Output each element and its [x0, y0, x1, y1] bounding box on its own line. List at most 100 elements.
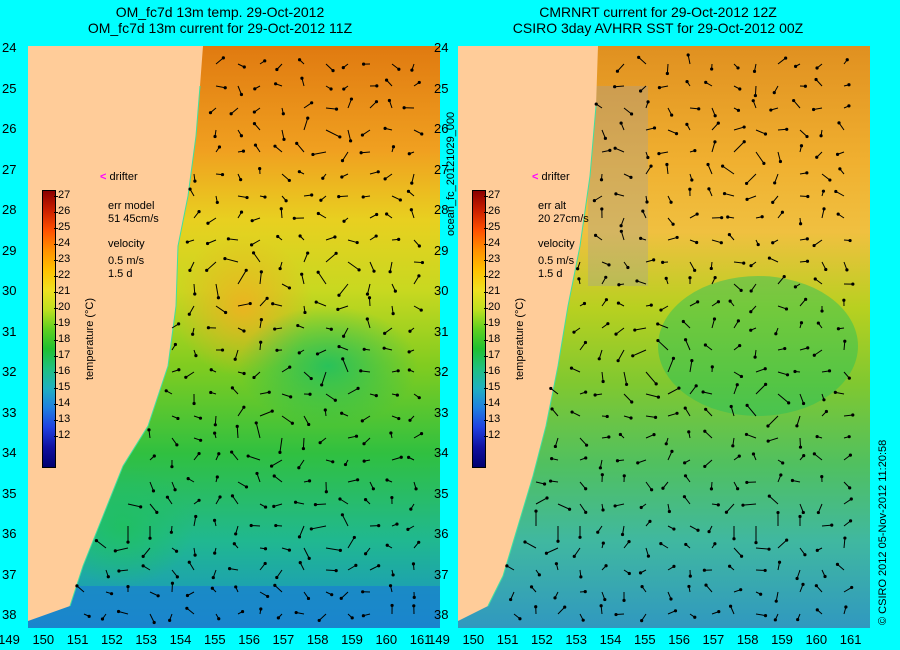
current-vector-head: [342, 87, 346, 91]
current-vector-head: [320, 383, 324, 387]
current-vector-head: [613, 85, 617, 89]
latitude-label: 27: [434, 161, 449, 177]
current-vector-head: [798, 445, 803, 449]
current-vector-head: [784, 56, 788, 60]
current-vector-head: [306, 116, 310, 120]
colorbar-tick-label: 21: [483, 285, 501, 297]
current-vector: [768, 495, 779, 505]
current-vector-head: [824, 409, 829, 414]
current-vector-head: [395, 393, 399, 397]
current-vector-head: [843, 339, 847, 343]
current-vector-head: [600, 207, 604, 211]
current-vector: [704, 430, 713, 439]
current-vector-head: [779, 473, 783, 477]
current-vector-head: [616, 301, 621, 305]
longitude-label: 154: [599, 632, 622, 647]
current-vector-head: [316, 211, 320, 216]
current-vector-head: [365, 292, 370, 296]
current-vector: [347, 129, 352, 141]
current-vector-head: [629, 175, 633, 179]
colorbar-tick-label: 26: [483, 205, 501, 217]
current-vector-head: [250, 219, 254, 223]
current-vector-head: [648, 519, 652, 523]
longitude-label: 160: [805, 632, 828, 647]
latitude-label: 36: [434, 526, 449, 541]
current-vector-head: [592, 199, 596, 203]
current-vector-head: [745, 480, 749, 485]
current-vector: [215, 305, 226, 313]
current-vector-head: [315, 352, 320, 356]
current-vector-head: [567, 507, 572, 511]
current-vector-head: [693, 268, 697, 272]
current-vector: [366, 283, 371, 295]
current-vector-head: [266, 594, 270, 599]
current-vector-head: [155, 510, 159, 514]
current-vector-head: [815, 434, 819, 439]
current-vector: [302, 437, 305, 449]
current-vector: [768, 437, 779, 442]
longitude-label: 149: [428, 632, 450, 647]
current-vector-head: [607, 263, 611, 267]
current-vector-head: [402, 106, 406, 110]
left-map-panel: [28, 46, 440, 628]
current-vector-head: [215, 475, 219, 479]
current-vector-head: [173, 342, 178, 347]
left-panel-title: OM_fc7d 13m temp. 29-Oct-2012 OM_fc7d 13…: [10, 4, 430, 36]
current-vector-head: [331, 69, 335, 73]
current-vector-head: [672, 527, 676, 531]
current-vector-head: [334, 251, 338, 255]
current-vector-head: [397, 237, 401, 241]
current-vector: [623, 107, 632, 115]
current-vector-head: [780, 210, 785, 214]
colorbar-tick-label: 12: [53, 429, 71, 441]
current-vector-head: [220, 348, 225, 352]
current-vector: [271, 459, 283, 467]
current-vector-head: [187, 560, 191, 564]
current-vector-head: [737, 454, 741, 458]
current-vector-head: [210, 586, 214, 590]
current-vector-head: [168, 618, 172, 622]
current-vector-head: [630, 400, 634, 404]
right-velocity-scale: 0.5 m/s: [538, 255, 575, 267]
current-vector-head: [732, 537, 736, 541]
current-vector-head: [362, 347, 366, 351]
current-vector: [733, 261, 744, 264]
current-vector: [777, 57, 786, 65]
current-vector-head: [742, 140, 746, 144]
current-vector-head: [309, 376, 313, 381]
left-velocity-time: 1.5 d: [108, 268, 133, 280]
current-vector-head: [258, 166, 262, 171]
current-vector-head: [205, 241, 210, 246]
current-vector-head: [781, 461, 785, 465]
latitude-label: 37: [434, 566, 449, 582]
current-vector: [312, 151, 327, 155]
current-vector-head: [837, 121, 841, 125]
current-vector-head: [656, 322, 660, 326]
current-vector-head: [253, 143, 258, 147]
longitude-label: 151: [496, 632, 519, 647]
current-vector-head: [234, 532, 238, 536]
current-vector-head: [389, 431, 393, 435]
current-vector-head: [295, 141, 299, 145]
current-vector-head: [639, 505, 643, 510]
current-vector-head: [801, 510, 805, 515]
current-vector-head: [584, 390, 588, 394]
current-vector-head: [241, 149, 246, 153]
current-vector: [255, 422, 261, 439]
current-vector-head: [199, 438, 203, 442]
current-vector-head: [408, 329, 412, 333]
current-vector-head: [417, 244, 421, 248]
current-vector-head: [417, 540, 421, 544]
colorbar-tick-label: 16: [53, 365, 71, 377]
current-vector-head: [847, 435, 851, 439]
current-vector-head: [704, 583, 708, 587]
current-vector-head: [294, 610, 298, 615]
current-vector-head: [569, 366, 574, 370]
current-vector: [206, 261, 217, 271]
colorbar-tick-label: 13: [483, 413, 501, 425]
current-vector-head: [234, 585, 238, 589]
right-map-svg: [458, 46, 870, 628]
current-vector: [634, 327, 647, 331]
current-vector: [342, 151, 349, 161]
current-vector: [546, 547, 559, 554]
